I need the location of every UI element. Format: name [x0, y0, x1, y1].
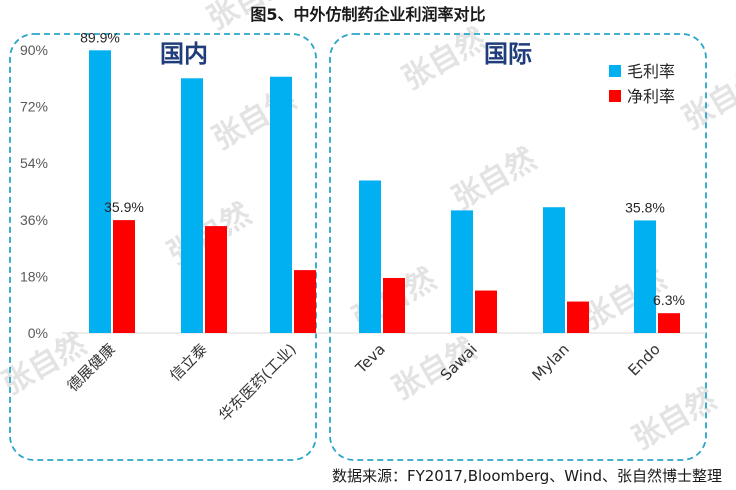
bar-gross-margin [89, 50, 111, 333]
y-axis-ticks: 0% 18% 36% 54% 72% 90% [20, 42, 48, 341]
bar-gross-margin [270, 76, 292, 333]
bar-gross-margin [634, 220, 656, 333]
y-tick-label: 72% [20, 99, 48, 115]
bar-net-margin [475, 290, 497, 333]
watermark-text: 张自然 [627, 382, 722, 457]
group-label-international: 国际 [484, 40, 532, 68]
y-tick-label: 0% [28, 325, 48, 341]
international-group-frame [329, 33, 707, 461]
category-label: 信立泰 [166, 340, 211, 385]
category-labels-layer: 德展健康 信立泰 华东医药(工业) Teva Sawai Mylan Endo [64, 340, 664, 425]
legend-label-net: 净利率 [627, 87, 675, 106]
y-tick-label: 54% [20, 155, 48, 171]
chart-title: 图5、中外仿制药企业利润率对比 [250, 5, 485, 24]
data-label: 35.8% [625, 199, 665, 215]
y-tick-label: 18% [20, 268, 48, 284]
watermark-text: 张自然 [397, 22, 492, 97]
group-label-domestic: 国内 [160, 40, 208, 68]
legend-label-gross: 毛利率 [627, 62, 675, 81]
data-label: 6.3% [653, 292, 685, 308]
bar-gross-margin [359, 180, 381, 333]
category-label: Endo [624, 340, 663, 379]
bar-net-margin [205, 226, 227, 333]
bar-gross-margin [181, 78, 203, 333]
y-tick-label: 36% [20, 212, 48, 228]
y-tick-label: 90% [20, 42, 48, 58]
bar-net-margin [383, 277, 405, 333]
data-label: 89.9% [80, 29, 120, 45]
bar-net-margin [658, 313, 680, 333]
domestic-group-frame [9, 33, 317, 461]
watermark-text: 张自然 [447, 142, 542, 217]
bar-net-margin [113, 220, 135, 333]
data-labels-layer: 89.9% 35.9% 35.8% 6.3% [80, 29, 685, 308]
category-label: Mylan [529, 340, 573, 384]
bar-gross-margin [543, 207, 565, 333]
source-note: 数据来源：FY2017,Bloomberg、Wind、张自然博士整理 [332, 467, 722, 485]
data-label: 35.9% [104, 199, 144, 215]
bar-net-margin [567, 301, 589, 333]
category-label: Teva [351, 340, 388, 377]
legend-swatch-gross [609, 65, 621, 77]
category-label: 华东医药(工业) [215, 340, 300, 425]
legend: 毛利率 净利率 [609, 62, 675, 106]
bar-gross-margin [451, 210, 473, 333]
bar-net-margin [294, 270, 316, 333]
bars-layer [89, 50, 680, 333]
legend-swatch-net [609, 90, 621, 102]
